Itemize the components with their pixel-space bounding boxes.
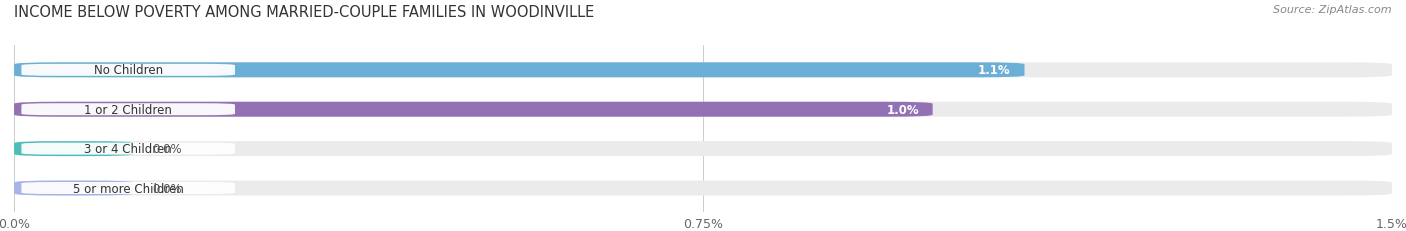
FancyBboxPatch shape [21,104,235,116]
FancyBboxPatch shape [14,102,932,117]
Text: No Children: No Children [94,64,163,77]
FancyBboxPatch shape [14,181,1392,196]
FancyBboxPatch shape [14,63,1025,78]
Text: 0.0%: 0.0% [152,143,181,155]
Text: 1.1%: 1.1% [979,64,1011,77]
FancyBboxPatch shape [14,181,134,196]
Text: 3 or 4 Children: 3 or 4 Children [84,143,172,155]
FancyBboxPatch shape [21,143,235,155]
Text: 0.0%: 0.0% [152,182,181,195]
FancyBboxPatch shape [14,63,1392,78]
Text: Source: ZipAtlas.com: Source: ZipAtlas.com [1274,5,1392,15]
Text: 1.0%: 1.0% [886,103,920,116]
FancyBboxPatch shape [21,182,235,194]
Text: 1 or 2 Children: 1 or 2 Children [84,103,172,116]
FancyBboxPatch shape [21,64,235,76]
Text: 5 or more Children: 5 or more Children [73,182,184,195]
FancyBboxPatch shape [14,142,134,156]
FancyBboxPatch shape [14,102,1392,117]
FancyBboxPatch shape [14,142,1392,156]
Text: INCOME BELOW POVERTY AMONG MARRIED-COUPLE FAMILIES IN WOODINVILLE: INCOME BELOW POVERTY AMONG MARRIED-COUPL… [14,5,595,20]
